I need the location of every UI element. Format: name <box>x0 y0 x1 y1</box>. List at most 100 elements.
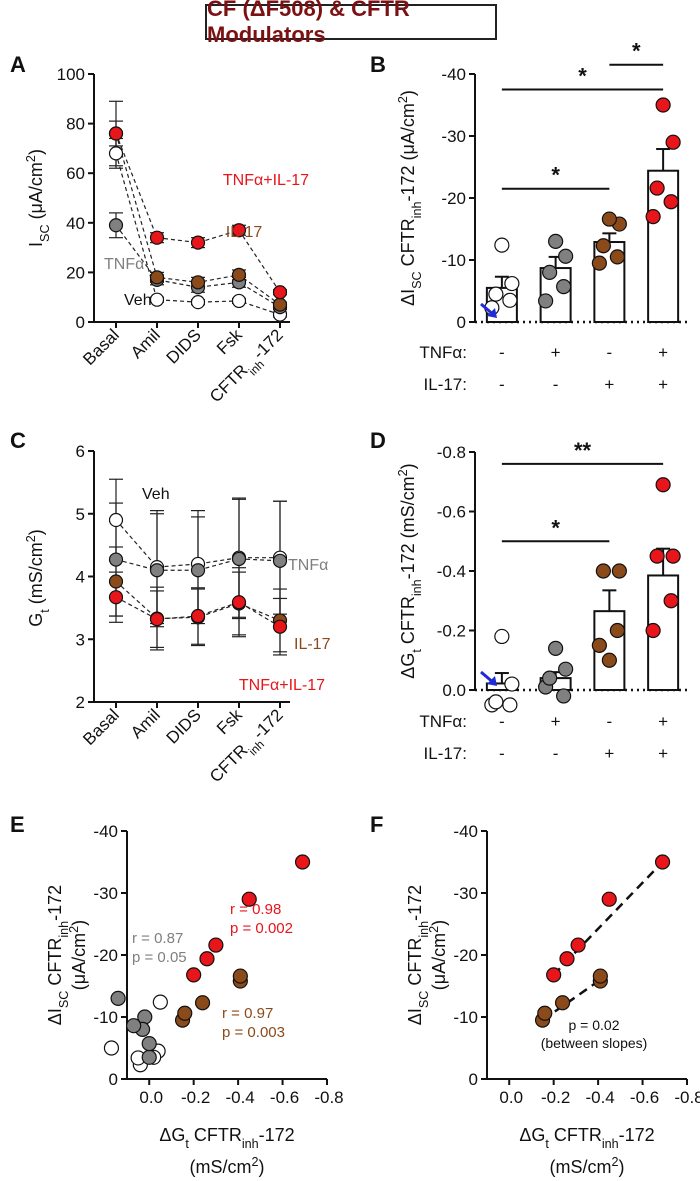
panel-a-y-tick-label: 20 <box>66 263 85 282</box>
panel-c-point-TNFα <box>149 563 165 578</box>
panel-b-data-point <box>548 233 564 249</box>
panel-a-series-label: IL-17 <box>226 224 263 241</box>
panel-e-point-Veh <box>152 994 168 1010</box>
panel-c-point-IL-17 <box>108 574 124 589</box>
panel-e-stat-r: r = 0.87 <box>132 930 183 947</box>
panel-c-y-axis-title: Gt (mS/cm2) <box>24 529 52 627</box>
panel-c-y-tick-label: 3 <box>76 630 85 649</box>
panel-a-y-axis-title-part: 2 <box>24 155 38 162</box>
panel-f-x-axis-title-part: inh <box>602 1137 619 1151</box>
panel-f-x-tick-label: -0.6 <box>630 1088 659 1107</box>
panel-c-point-TNFα+IL-17 <box>272 619 288 634</box>
panel-a-point-TNFα+IL-17 <box>108 126 124 141</box>
panel-f-y-axis-unit-part: 2 <box>427 926 441 933</box>
panel-a-point-IL-17 <box>149 270 165 285</box>
panel-a-y-tick-label: 40 <box>66 214 85 233</box>
panel-b-data-point <box>556 279 572 295</box>
panel-d-y-axis-title-part: t <box>410 649 424 653</box>
panel-a-series-label: TNFα <box>104 256 144 273</box>
panel-f-x-axis-title-part: -172 <box>619 1125 655 1145</box>
panel-a-series-line-Veh <box>115 153 281 316</box>
panel-e-stat-p: p = 0.002 <box>230 920 293 937</box>
panel-b-data-point <box>665 134 681 150</box>
panel-e-y-axis-title-part: inh <box>57 921 71 938</box>
panel-d-y-tick-label: -0.4 <box>437 562 466 581</box>
panel-f-slope-annotation: p = 0.02 <box>569 1017 620 1033</box>
panel-d-y-axis-title-part: CFTR <box>398 596 418 649</box>
panel-e-point-IL-17 <box>232 968 248 984</box>
panel-f-point-IL-17 <box>592 968 608 984</box>
panel-f-x-tick-label: -0.2 <box>541 1088 570 1107</box>
panel-c-x-tick-label: DIDS <box>163 705 205 747</box>
panel-e-stat-r: r = 0.97 <box>222 1005 273 1022</box>
panel-d-data-point <box>645 622 661 639</box>
panel-e-point-TNFα+IL-17 <box>208 937 224 953</box>
panel-c-point-Veh <box>108 512 124 528</box>
panel-f-point-TNFα+IL-17 <box>559 951 575 967</box>
panel-b-sig-star: * <box>632 39 641 64</box>
panel-b-data-point <box>502 292 518 308</box>
panel-e-x-axis-unit-part: ) <box>259 1157 265 1177</box>
panel-e-y-tick-label: -20 <box>93 946 118 965</box>
panel-b-data-point <box>542 264 558 280</box>
panel-c-x-tick-label: Fsk <box>213 705 246 738</box>
panel-a-y-axis-title: ISC (μA/cm2) <box>24 149 52 247</box>
panel-a-x-tick-label: Amil <box>127 325 164 362</box>
panel-f-y-tick-label: -40 <box>453 822 478 841</box>
panel-f-x-tick-label: -0.8 <box>674 1088 700 1107</box>
panel-e-x-axis-title-part: -172 <box>259 1125 295 1145</box>
panel-c-x-tick-label-part: -172 <box>249 705 286 742</box>
panel-b-y-axis-title-part: SC <box>410 271 424 289</box>
panel-e-y-tick-label: -10 <box>93 1008 118 1027</box>
panel-d-data-point <box>504 676 520 692</box>
panel-f-y-axis-title-part: inh <box>417 921 431 938</box>
panel-a-series-label: Veh <box>124 292 152 309</box>
panel-a-point-IL-17 <box>272 297 288 312</box>
panel-e-point-TNFα+IL-17 <box>241 891 257 907</box>
panel-b-data-point <box>494 237 510 253</box>
panel-a-y-tick-label: 0 <box>76 313 85 332</box>
panel-e-point-TNFα+IL-17 <box>294 854 311 870</box>
panel-b-y-tick-label: -40 <box>441 65 466 84</box>
panel-a-series-line-TNFα <box>115 224 281 308</box>
panel-d-il17-row-label: IL-17: <box>424 744 467 763</box>
panel-e-point-TNFα <box>141 1049 157 1065</box>
panel-c-y-tick-label: 6 <box>76 442 85 461</box>
panel-f-x-axis-unit-part: ) <box>619 1157 625 1177</box>
panel-b-tnf-sign: - <box>607 343 613 362</box>
panel-c-point-TNFα <box>108 552 124 567</box>
panel-a-x-tick-label: Basal <box>79 325 123 369</box>
panel-f-y-axis-title-part: ΔI <box>405 1008 425 1025</box>
panel-c-x-tick-label-part: CFTR <box>206 741 251 786</box>
panel-d-y-axis-title-part: ) <box>398 463 418 469</box>
panel-a-y-tick-label: 100 <box>57 65 85 84</box>
panel-b-y-tick-label: -30 <box>441 127 466 146</box>
panel-e-point-TNFα <box>141 1036 157 1052</box>
panel-a-x-tick-label: DIDS <box>163 325 205 367</box>
panel-b-sig-star: * <box>551 163 560 188</box>
panel-d-data-point <box>542 670 558 686</box>
panel-e-y-axis-title-part: CFTR <box>45 938 65 991</box>
panel-letter-d: D <box>370 428 386 453</box>
panel-e-x-axis-title: ΔGt CFTRinh-172 <box>159 1125 294 1151</box>
panel-b-data-point <box>649 180 665 196</box>
panel-d-y-axis-title-part: inh <box>410 579 424 596</box>
panel-b-data-point <box>488 286 504 302</box>
panel-d-data-point <box>655 477 671 493</box>
panel-d-y-tick-label: 0.0 <box>442 681 466 700</box>
panel-f-point-IL-17 <box>554 995 571 1011</box>
panel-e-x-tick-label: 0.0 <box>139 1088 163 1107</box>
panel-c-point-TNFα <box>231 551 247 567</box>
panel-b-y-tick-label: 0 <box>457 313 466 332</box>
panel-e-y-axis-title-part: ΔI <box>45 1008 65 1025</box>
panel-f-y-axis-unit: (μA/cm2) <box>427 920 449 990</box>
panel-b-y-axis-title-part: ΔI <box>398 289 418 306</box>
panel-b-y-tick-label: -10 <box>441 251 466 270</box>
panel-d-data-point <box>665 548 681 564</box>
panel-d-data-point <box>558 661 574 677</box>
panel-letter-a: A <box>10 52 26 77</box>
panel-e-y-axis-unit-part: 2 <box>67 926 81 933</box>
panel-c-y-axis-title-part: 2 <box>24 535 38 542</box>
panel-f-point-TNFα+IL-17 <box>546 967 562 983</box>
panel-f-x-axis-unit-part: (mS/cm <box>549 1157 611 1177</box>
